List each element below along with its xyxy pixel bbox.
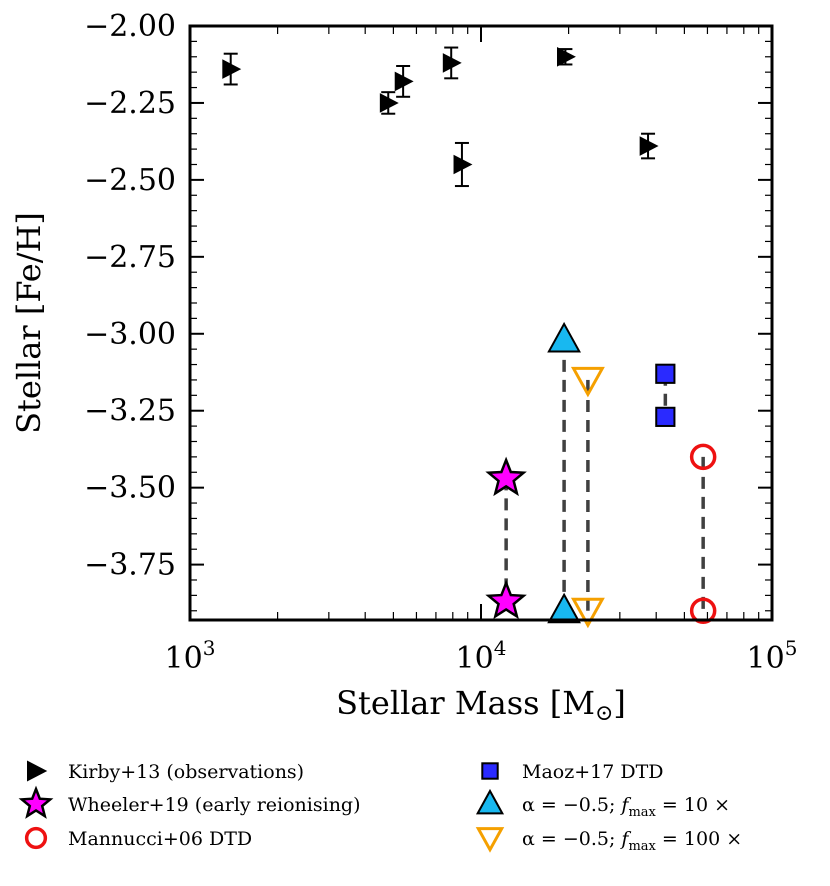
series-point-2 bbox=[689, 443, 717, 471]
legend-label: Wheeler+19 (early reionising) bbox=[68, 794, 361, 816]
legend-label: Kirby+13 (observations) bbox=[68, 761, 304, 783]
series-point-3 bbox=[655, 406, 676, 427]
kirby-point bbox=[557, 46, 576, 67]
y-tick-label: −3.25 bbox=[84, 394, 176, 429]
series-point-4 bbox=[547, 321, 581, 353]
x-axis-title: Stellar Mass [M⊙] bbox=[336, 684, 626, 726]
y-tick-label: −3.00 bbox=[84, 317, 176, 352]
legend-label: Maoz+17 DTD bbox=[522, 761, 664, 783]
series-point-4 bbox=[547, 592, 581, 624]
series-point-2 bbox=[689, 597, 717, 625]
series-point-5 bbox=[570, 597, 605, 629]
kirby-point bbox=[222, 59, 242, 79]
kirby-point bbox=[442, 53, 462, 73]
x-axis-title-unit: ⊙ bbox=[595, 701, 613, 726]
series-point-1 bbox=[485, 456, 527, 497]
y-tick-label: −2.50 bbox=[84, 163, 176, 198]
x-axis-title-close: ] bbox=[613, 684, 625, 722]
legend-marker bbox=[18, 785, 54, 819]
x-axis-title-main: Stellar Mass [M bbox=[336, 684, 595, 722]
y-tick-label: −2.75 bbox=[84, 240, 176, 275]
plot-frame bbox=[188, 24, 774, 622]
y-axis-title: Stellar [Fe/H] bbox=[10, 212, 48, 434]
legend-label: α = −0.5; fmax = 10 × bbox=[522, 794, 730, 820]
legend-marker bbox=[475, 788, 505, 815]
y-tick-label: −3.75 bbox=[84, 548, 176, 583]
y-tick-label: −2.25 bbox=[84, 86, 176, 121]
kirby-point bbox=[394, 71, 414, 92]
data-points bbox=[222, 46, 717, 629]
x-tick-label: 104 bbox=[456, 636, 507, 676]
series-point-5 bbox=[570, 366, 605, 398]
y-tick-label: −2.00 bbox=[84, 9, 176, 44]
legend-marker bbox=[481, 762, 499, 780]
legend-marker bbox=[24, 826, 48, 850]
legend-marker bbox=[27, 760, 48, 782]
kirby-point bbox=[639, 136, 659, 156]
series-point-3 bbox=[655, 363, 676, 384]
x-tick-label: 105 bbox=[747, 636, 798, 676]
kirby-point bbox=[379, 93, 399, 113]
y-axis: −2.00 −2.25 −2.50 −2.75 −3.00 −3.25 −3.50 −3.75 bbox=[84, 9, 772, 612]
y-tick-label: −3.50 bbox=[84, 471, 176, 506]
legend: Kirby+13 (observations) Wheeler+19 (early… bbox=[18, 760, 742, 854]
legend-marker bbox=[475, 827, 505, 853]
legend-label: α = −0.5; fmax = 100 × bbox=[522, 828, 742, 854]
x-tick-label: 103 bbox=[165, 636, 216, 676]
kirby-point bbox=[453, 154, 473, 175]
series-point-1 bbox=[485, 579, 527, 620]
legend-label: Mannucci+06 DTD bbox=[68, 828, 252, 850]
